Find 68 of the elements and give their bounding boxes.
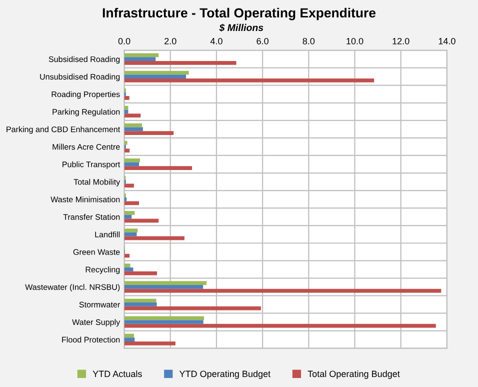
legend-label: YTD Operating Budget xyxy=(179,370,270,379)
y-tick-label: Subsidised Roading xyxy=(48,56,120,64)
y-tick-label: Millers Acre Centre xyxy=(52,144,120,150)
y-tick-label: Green Waste xyxy=(73,249,120,255)
y-tick-label: Flood Protection xyxy=(62,336,120,343)
bar xyxy=(124,166,192,170)
bar xyxy=(124,320,204,324)
bar xyxy=(124,218,159,223)
bar xyxy=(124,232,137,236)
chart-title: Infrastructure - Total Operating Expenditure xyxy=(102,8,376,20)
bar xyxy=(124,236,184,240)
legend-label: YTD Actuals xyxy=(92,370,142,378)
bar xyxy=(124,324,436,328)
x-tick-label: 0.0 xyxy=(118,38,130,44)
bar xyxy=(124,285,204,289)
bar xyxy=(124,74,186,79)
bar xyxy=(124,96,130,100)
bar xyxy=(124,123,142,128)
bar xyxy=(124,267,134,272)
bar xyxy=(124,57,156,62)
y-tick-label: Public Transport xyxy=(62,161,120,169)
y-tick-label: Parking Regulation xyxy=(52,108,120,116)
bar xyxy=(124,271,158,276)
bar xyxy=(124,338,135,342)
bar xyxy=(124,341,176,346)
x-tick-label: 2.0 xyxy=(164,38,176,44)
bar xyxy=(124,127,143,132)
y-tick-label: Water Supply xyxy=(72,319,120,327)
bar xyxy=(124,114,141,118)
x-axis-title: $ Millions xyxy=(219,24,264,32)
x-tick-label: 8.0 xyxy=(302,38,315,44)
y-tick-label: Wastewater (Incl. NRSBU) xyxy=(25,284,120,292)
bar xyxy=(124,53,159,58)
bar xyxy=(124,211,135,215)
y-tick-label: Unsubsidised Roading xyxy=(40,74,120,82)
bar xyxy=(124,201,140,206)
bar xyxy=(124,148,130,153)
bar xyxy=(124,214,132,219)
x-tick-label: 4.0 xyxy=(210,38,222,44)
y-tick-label: Parking and CBD Enhancement xyxy=(6,126,120,134)
y-tick-label: Recycling xyxy=(86,266,120,274)
bar xyxy=(124,110,128,114)
bar xyxy=(124,61,236,65)
bar xyxy=(124,140,128,145)
bar xyxy=(124,131,174,135)
legend-label: Total Operating Budget xyxy=(308,370,400,379)
bar xyxy=(124,264,130,268)
y-tick-label: Transfer Station xyxy=(63,214,120,220)
bar xyxy=(124,302,157,306)
bar xyxy=(124,228,138,232)
bar xyxy=(124,316,204,320)
bar xyxy=(124,306,261,310)
bar xyxy=(124,70,189,75)
y-tick-label: Stormwater xyxy=(79,302,120,308)
y-tick-label: Waste Minimisation xyxy=(50,196,120,202)
bar xyxy=(124,281,207,286)
bar xyxy=(124,288,442,293)
x-tick-label: 10.0 xyxy=(346,38,364,44)
bar xyxy=(124,184,134,188)
bar xyxy=(124,78,374,82)
y-tick-label: Roading Properties xyxy=(52,91,120,99)
x-tick-label: 12.0 xyxy=(392,38,410,44)
y-tick-label: Landfill xyxy=(95,231,120,238)
x-tick-label: 14.0 xyxy=(438,38,456,44)
y-tick-label: Total Mobility xyxy=(74,178,120,186)
bar xyxy=(124,298,156,303)
x-tick-label: 6.0 xyxy=(256,38,268,44)
bar xyxy=(124,158,140,162)
